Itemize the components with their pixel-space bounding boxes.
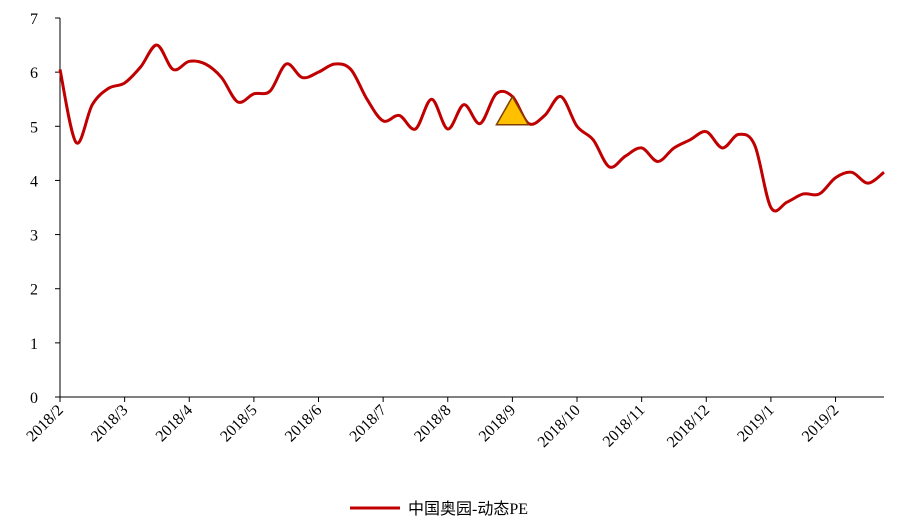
x-tick-label: 2018/7	[347, 402, 390, 445]
marker-triangle	[495, 95, 530, 126]
x-tick-label: 2018/6	[282, 402, 325, 445]
x-tick-label: 2018/2	[23, 402, 66, 445]
y-tick-label: 5	[30, 119, 38, 136]
x-tick-label: 2018/3	[88, 402, 131, 445]
y-tick-label: 4	[30, 173, 38, 190]
y-tick-label: 6	[30, 65, 38, 82]
series-line	[58, 43, 885, 213]
x-tick-label: 2018/8	[411, 402, 454, 445]
x-tick-label: 2019/2	[799, 402, 842, 445]
x-tick-label: 2018/9	[476, 402, 519, 445]
legend-label: 中国奥园-动态PE	[408, 500, 528, 518]
x-tick-label: 2018/11	[600, 402, 649, 451]
y-tick-label: 7	[30, 11, 38, 28]
x-tick-label: 2018/4	[153, 402, 196, 445]
x-tick-label: 2018/12	[664, 402, 713, 451]
x-tick-label: 2018/10	[535, 402, 584, 451]
x-tick-label: 2018/5	[217, 402, 260, 445]
y-tick-label: 2	[30, 282, 38, 299]
y-tick-label: 0	[30, 390, 38, 407]
y-tick-label: 1	[30, 336, 38, 353]
y-tick-label: 3	[30, 228, 38, 245]
x-tick-label: 2019/1	[734, 402, 777, 445]
